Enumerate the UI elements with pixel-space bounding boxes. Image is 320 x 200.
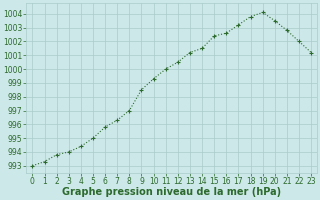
X-axis label: Graphe pression niveau de la mer (hPa): Graphe pression niveau de la mer (hPa) [62, 187, 281, 197]
